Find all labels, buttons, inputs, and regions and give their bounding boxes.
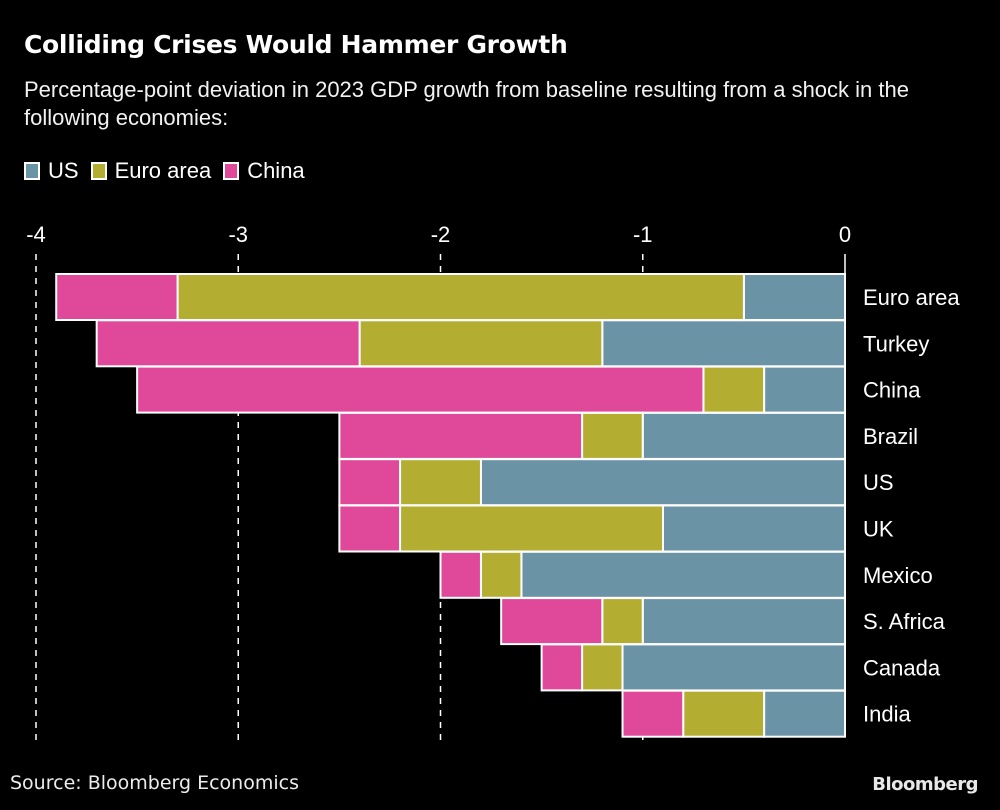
category-label: S. Africa — [863, 609, 946, 634]
bar-segment — [399, 458, 482, 507]
bar-segment — [479, 458, 846, 507]
bar-segment — [601, 319, 846, 368]
legend-swatch-us — [24, 162, 40, 180]
bar-segment — [95, 319, 361, 368]
category-label: US — [863, 470, 894, 495]
bar-segment — [358, 319, 604, 368]
bar-segment — [601, 597, 644, 646]
category-label: UK — [863, 517, 894, 542]
legend-label-china: China — [247, 158, 305, 183]
bar-segment — [439, 550, 482, 599]
bar-segment — [742, 273, 846, 321]
bar-segment — [621, 643, 847, 692]
category-label: Brazil — [863, 424, 918, 449]
chart-subtitle: Percentage-point deviation in 2023 GDP g… — [24, 77, 909, 130]
bar-segment — [621, 689, 685, 738]
legend-swatch-euro-area — [90, 162, 107, 180]
category-label: Canada — [863, 655, 941, 680]
bar-segment — [500, 597, 604, 646]
x-tick-label: -3 — [228, 222, 248, 247]
bar-segment — [763, 365, 846, 414]
bar-segment — [581, 411, 644, 460]
bar-segment — [581, 643, 624, 692]
category-label: Turkey — [863, 331, 929, 356]
x-tick-label: -1 — [633, 222, 653, 247]
bar-segment — [176, 273, 745, 321]
bar-segment — [399, 504, 664, 553]
bar-segment — [763, 689, 846, 738]
legend: US Euro area China — [24, 158, 317, 184]
legend-item-china: China — [223, 158, 305, 184]
bar-segment — [136, 365, 705, 414]
bar-segment — [338, 411, 584, 460]
legend-swatch-china — [223, 162, 240, 180]
bar-segment — [338, 458, 402, 507]
stacked-bar-chart: -4 -3 -2 -1 0 Euro area Turkey China Brazil US UK… — [26, 222, 960, 743]
x-tick-label: -2 — [431, 222, 451, 247]
legend-label-us: US — [48, 158, 79, 183]
legend-label-euro-area: Euro area — [114, 158, 212, 183]
bar-segment — [479, 550, 523, 599]
bars — [55, 273, 847, 738]
bar-segment — [520, 550, 847, 599]
bar-segment — [702, 365, 766, 414]
bloomberg-logo: Bloomberg — [872, 774, 978, 795]
chart-title: Colliding Crises Would Hammer Growth — [24, 30, 568, 59]
category-label: China — [863, 378, 921, 403]
bar-segment — [641, 597, 846, 646]
category-label: Mexico — [863, 563, 933, 588]
legend-item-euro-area: Euro area — [90, 158, 212, 184]
bar-segment — [55, 273, 179, 321]
category-label: India — [863, 702, 911, 727]
x-tick-label: 0 — [839, 222, 851, 247]
category-label: Euro area — [863, 285, 960, 310]
x-tick-label: -4 — [26, 222, 46, 247]
source-note: Source: Bloomberg Economics — [10, 772, 299, 794]
bar-segment — [641, 411, 846, 460]
bar-segment — [338, 504, 402, 553]
bar-segment — [661, 504, 846, 553]
legend-item-us: US — [24, 158, 79, 184]
category-labels: Euro area Turkey China Brazil US UK Mexico S. A… — [863, 285, 960, 727]
x-tick-labels: -4 -3 -2 -1 0 — [26, 222, 851, 247]
bar-segment — [540, 643, 584, 692]
bar-segment — [682, 689, 766, 738]
